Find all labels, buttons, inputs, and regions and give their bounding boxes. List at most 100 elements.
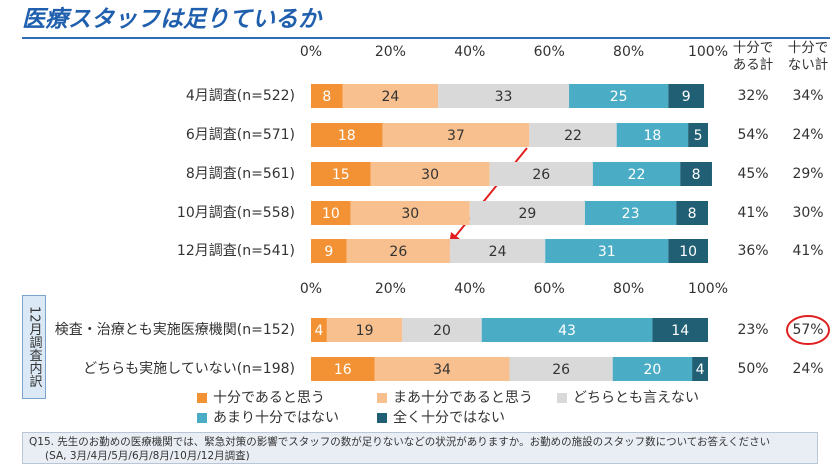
legend-label: まあ十分であると思う	[393, 390, 533, 406]
bar-segment	[692, 357, 708, 381]
value-label: 26	[532, 167, 550, 183]
bar-segment	[529, 123, 617, 147]
x-tick-label: 20%	[375, 44, 406, 60]
bar-segment	[584, 201, 677, 225]
category-label: 4月調査(n=522)	[186, 88, 295, 104]
value-label: 4	[696, 362, 705, 378]
value-label: 14	[671, 323, 689, 339]
value-label: 22	[564, 128, 582, 144]
total-label: 45%	[737, 166, 768, 182]
category-label: 6月調査(n=571)	[186, 127, 295, 143]
bar-segment	[688, 123, 708, 147]
value-label: 9	[324, 244, 333, 260]
total-header: 十分でない計	[787, 40, 829, 73]
bar-segment	[374, 357, 510, 381]
value-label: 30	[421, 167, 439, 183]
x-tick-label: 60%	[534, 44, 565, 60]
x-tick-label: 80%	[613, 281, 644, 297]
bar-segment	[350, 201, 470, 225]
bar-segment	[311, 318, 327, 342]
total-label: 57%	[792, 322, 823, 338]
bar-segment	[489, 162, 593, 186]
x-tick-label: 80%	[613, 44, 644, 60]
value-label: 19	[356, 323, 374, 339]
bar-segment	[346, 239, 450, 263]
value-label: 18	[338, 128, 356, 144]
value-label: 8	[322, 89, 331, 105]
footnote-line: (SA, 3月/4月/5月/6月/8月/10月/12月調査)	[45, 450, 250, 462]
total-label: 41%	[737, 205, 768, 221]
total-label: 32%	[737, 88, 768, 104]
value-label: 10	[679, 244, 697, 260]
category-label: 12月調査(n=541)	[177, 243, 295, 259]
value-label: 8	[692, 167, 701, 183]
total-label: 41%	[792, 243, 823, 259]
category-label: 検査・治療とも実施医療機関(n=152)	[55, 321, 295, 338]
value-label: 34	[433, 362, 451, 378]
bar-segment	[668, 239, 708, 263]
legend-swatch	[377, 393, 387, 403]
x-tick-label: 0%	[300, 44, 322, 60]
total-label: 30%	[792, 205, 823, 221]
x-tick-label: 40%	[454, 281, 485, 297]
value-label: 9	[682, 89, 691, 105]
total-label: 54%	[737, 127, 768, 143]
footnote-line: Q15. 先生のお勤めの医療機関では、緊急対策の影響でスタッフの数が足りないなど…	[29, 436, 771, 448]
bar-segment	[652, 318, 708, 342]
bar-segment	[668, 84, 705, 108]
bar-segment	[616, 123, 689, 147]
value-label: 37	[447, 128, 465, 144]
value-label: 8	[688, 206, 697, 222]
bar-segment	[481, 318, 653, 342]
total-label: 34%	[792, 88, 823, 104]
bar-segment	[311, 84, 343, 108]
value-label: 31	[598, 244, 616, 260]
total-label: 29%	[792, 166, 823, 182]
x-tick-label: 20%	[375, 281, 406, 297]
bar-segment	[342, 84, 439, 108]
legend-label: 十分であると思う	[213, 390, 325, 406]
bar-segment	[509, 357, 613, 381]
total-label: 24%	[792, 361, 823, 377]
breakdown-label: 12月調査内訳	[22, 295, 46, 399]
x-tick-label: 40%	[454, 44, 485, 60]
value-label: 22	[628, 167, 646, 183]
legend-label: 全く十分ではない	[393, 409, 505, 426]
bar-segment	[311, 239, 347, 263]
total-label: 24%	[792, 127, 823, 143]
bar-segment	[438, 84, 570, 108]
total-label: 23%	[737, 322, 768, 338]
x-tick-label: 100%	[688, 44, 728, 60]
value-label: 26	[389, 244, 407, 260]
bar-segment	[326, 318, 403, 342]
footnote: Q15. 先生のお勤めの医療機関では、緊急対策の影響でスタッフの数が足りないなど…	[22, 432, 818, 464]
value-label: 43	[558, 323, 576, 339]
category-label: 8月調査(n=561)	[186, 166, 295, 182]
legend-swatch	[197, 393, 207, 403]
x-tick-label: 100%	[688, 281, 728, 297]
legend-swatch	[197, 413, 207, 423]
bar-segment	[680, 162, 712, 186]
value-label: 33	[495, 89, 513, 105]
legend-swatch	[557, 393, 567, 403]
value-label: 23	[622, 206, 640, 222]
value-label: 30	[401, 206, 419, 222]
value-label: 4	[314, 323, 323, 339]
value-label: 24	[489, 244, 507, 260]
bar-segment	[612, 357, 693, 381]
value-label: 20	[644, 362, 662, 378]
value-label: 29	[518, 206, 536, 222]
legend-label: あまり十分ではない	[213, 410, 339, 426]
bar-segment	[311, 162, 371, 186]
value-label: 16	[334, 362, 352, 378]
value-label: 10	[322, 206, 340, 222]
total-label: 50%	[737, 361, 768, 377]
bar-segment	[545, 239, 669, 263]
category-label: 10月調査(n=558)	[177, 205, 295, 221]
x-tick-label: 0%	[300, 281, 322, 297]
value-label: 26	[552, 362, 570, 378]
value-label: 5	[694, 128, 703, 144]
value-label: 18	[644, 128, 662, 144]
x-tick-label: 60%	[534, 281, 565, 297]
